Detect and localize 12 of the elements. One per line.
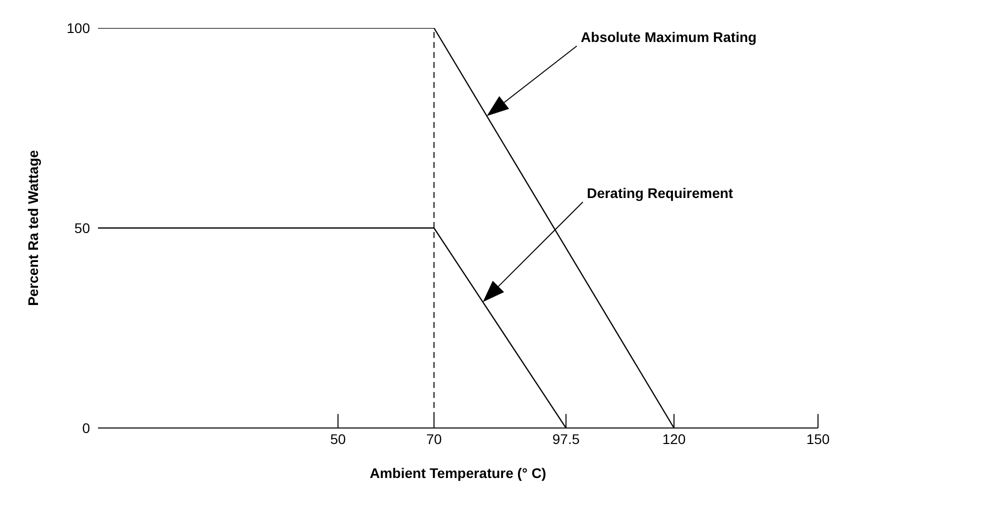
- x-tick-label: 120: [662, 430, 686, 447]
- annotation: Derating Requirement: [586, 185, 734, 201]
- x-axis-title: Ambient Temperature (° C): [370, 465, 546, 481]
- x-tick-label: 50: [330, 430, 346, 447]
- y-tick-label: 0: [82, 420, 90, 436]
- y-tick-label: 50: [74, 220, 90, 236]
- x-tick-label: 97.5: [552, 430, 580, 447]
- x-tick-label: 70: [426, 430, 442, 447]
- y-tick-label: 100: [66, 20, 90, 36]
- annotation: Absolute Maximum Rating: [580, 29, 757, 45]
- y-axis-title: Percent Ra ted Wattage: [24, 150, 41, 306]
- x-tick-label: 150: [806, 430, 830, 447]
